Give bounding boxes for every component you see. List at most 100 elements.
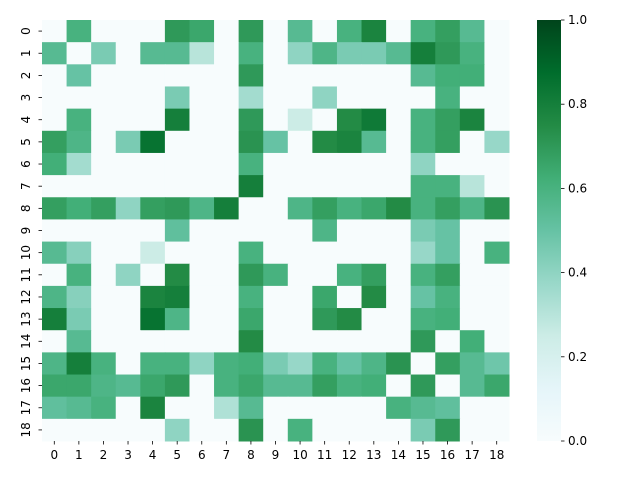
- heatmap-cell: [66, 42, 92, 65]
- x-tick-label: 11: [317, 448, 332, 462]
- heatmap-cell: [287, 374, 313, 398]
- heatmap-cell: [361, 20, 387, 43]
- heatmap-cell: [189, 108, 215, 132]
- heatmap-cell: [287, 20, 313, 43]
- x-tick-label: 1: [75, 448, 83, 462]
- heatmap-cell: [140, 42, 166, 65]
- heatmap-cell: [435, 86, 461, 110]
- heatmap-cell: [66, 20, 92, 43]
- heatmap-cell: [336, 241, 363, 265]
- heatmap-cell: [263, 152, 289, 176]
- heatmap-cell: [263, 108, 289, 132]
- heatmap-cell: [66, 197, 92, 220]
- heatmap-cell: [459, 130, 485, 154]
- x-tick-label: 13: [366, 448, 381, 462]
- heatmap-cells: [42, 20, 510, 442]
- heatmap-cell: [312, 263, 338, 287]
- heatmap-cell: [42, 86, 68, 110]
- heatmap-cell: [115, 64, 141, 87]
- heatmap-cell: [459, 219, 485, 243]
- heatmap-cell: [115, 374, 141, 398]
- heatmap-cell: [459, 197, 485, 220]
- heatmap-cell: [484, 197, 510, 220]
- heatmap-cell: [484, 175, 510, 198]
- heatmap-cell: [115, 263, 141, 287]
- y-tick-label: 2: [19, 72, 33, 80]
- heatmap-cell: [435, 108, 461, 132]
- colorbar-tick-label: 0.4: [568, 266, 587, 280]
- y-tick-label: 9: [19, 227, 33, 235]
- heatmap-cell: [312, 42, 338, 65]
- heatmap-cell: [263, 374, 289, 398]
- heatmap-cell: [336, 130, 363, 154]
- heatmap-cell: [435, 42, 461, 65]
- y-tick-label: 11: [19, 267, 33, 282]
- heatmap-cell: [66, 285, 92, 309]
- heatmap-cell: [312, 241, 338, 265]
- y-tick-label: 1: [19, 49, 33, 57]
- heatmap-cell: [115, 86, 141, 110]
- heatmap-cell: [484, 330, 510, 353]
- heatmap-cell: [459, 263, 485, 287]
- colorbar-axis: 0.0 0.2 0.4 0.6 0.8 1.0: [561, 13, 587, 448]
- heatmap-cell: [410, 197, 436, 220]
- heatmap-cell: [238, 64, 264, 87]
- heatmap-cell: [238, 308, 264, 331]
- heatmap-cell: [214, 374, 240, 398]
- heatmap-cell: [386, 64, 412, 87]
- heatmap-cell: [140, 241, 166, 265]
- heatmap-cell: [66, 263, 92, 287]
- y-tick-label: 5: [19, 138, 33, 146]
- heatmap-cell: [287, 308, 313, 331]
- heatmap-cell: [140, 285, 166, 309]
- heatmap-cell: [238, 130, 264, 154]
- y-tick-label: 6: [19, 160, 33, 168]
- heatmap-cell: [336, 308, 363, 331]
- heatmap-cell: [91, 263, 117, 287]
- y-tick-label: 16: [19, 378, 33, 393]
- heatmap-cell: [435, 64, 461, 87]
- heatmap-cell: [410, 241, 436, 265]
- heatmap-cell: [189, 64, 215, 87]
- heatmap-cell: [164, 308, 190, 331]
- heatmap-cell: [189, 42, 215, 65]
- heatmap-cell: [484, 219, 510, 243]
- heatmap-cell: [287, 64, 313, 87]
- heatmap-cell: [312, 308, 338, 331]
- heatmap-cell: [435, 374, 461, 398]
- heatmap-cell: [336, 20, 363, 43]
- heatmap-cell: [238, 374, 264, 398]
- heatmap-cell: [238, 108, 264, 132]
- heatmap-cell: [361, 263, 387, 287]
- y-tick-label: 12: [19, 289, 33, 304]
- heatmap-cell: [66, 308, 92, 331]
- heatmap-cell: [435, 152, 461, 176]
- heatmap-cell: [459, 241, 485, 265]
- heatmap-cell: [214, 64, 240, 87]
- heatmap-cell: [189, 219, 215, 243]
- heatmap-cell: [386, 219, 412, 243]
- heatmap-cell: [164, 20, 190, 43]
- heatmap-cell: [164, 330, 190, 353]
- heatmap-cell: [42, 352, 68, 376]
- heatmap-cell: [189, 152, 215, 176]
- heatmap-cell: [164, 352, 190, 376]
- heatmap-cell: [263, 418, 289, 442]
- heatmap-cell: [164, 64, 190, 87]
- heatmap-cell: [214, 219, 240, 243]
- heatmap-cell: [435, 418, 461, 442]
- heatmap-cell: [189, 86, 215, 110]
- heatmap-cell: [42, 130, 68, 154]
- x-tick-label: 16: [440, 448, 455, 462]
- y-tick-label: 4: [19, 116, 33, 124]
- heatmap-cell: [214, 396, 240, 420]
- heatmap-cell: [42, 175, 68, 198]
- heatmap-cell: [42, 152, 68, 176]
- heatmap-cell: [459, 86, 485, 110]
- heatmap-cell: [140, 197, 166, 220]
- heatmap-cell: [115, 396, 141, 420]
- heatmap-cell: [312, 108, 338, 132]
- heatmap-cell: [164, 175, 190, 198]
- heatmap-cell: [214, 86, 240, 110]
- x-tick-label: 5: [173, 448, 181, 462]
